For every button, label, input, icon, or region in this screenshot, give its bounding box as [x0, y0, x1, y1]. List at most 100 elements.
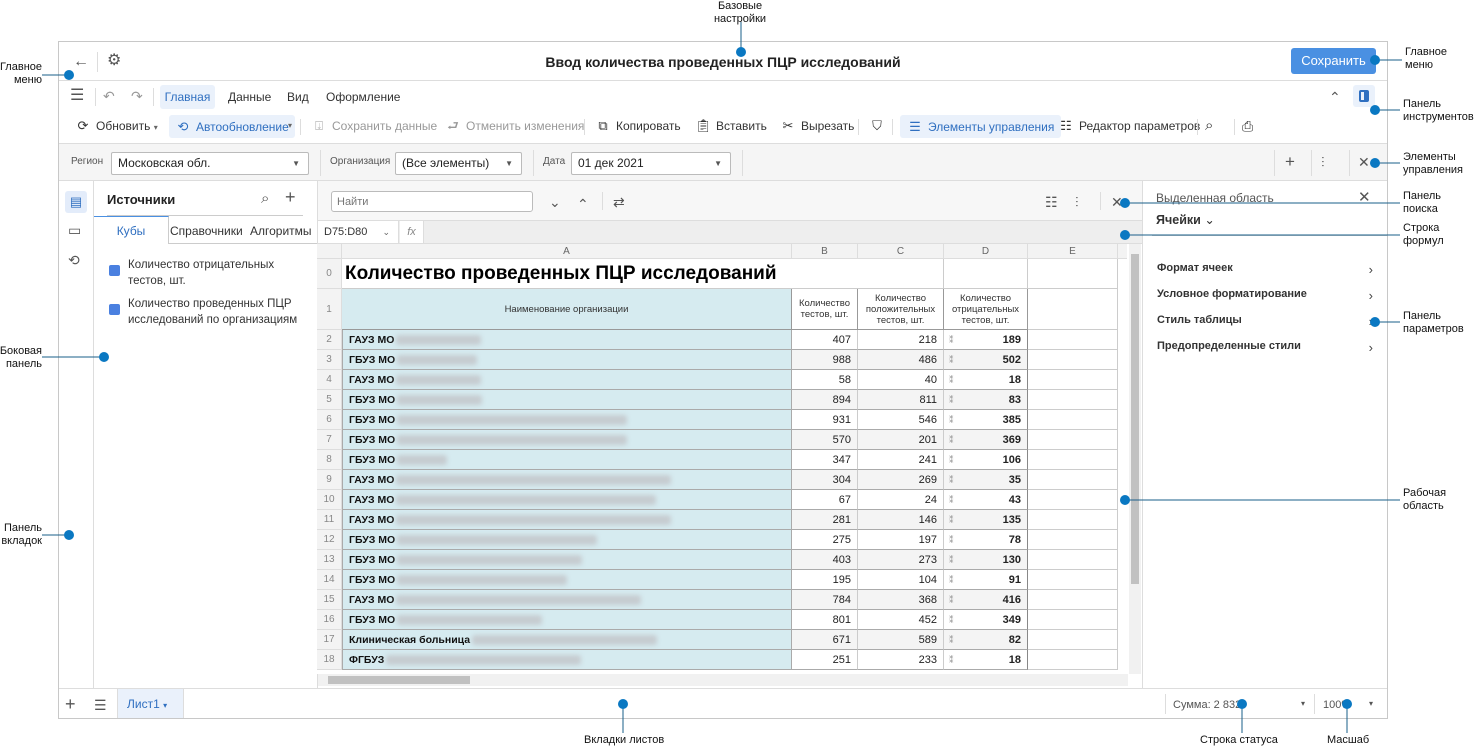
org-name-cell[interactable]: ГБУЗ МО — [342, 550, 792, 570]
value-cell-c[interactable]: 273 — [858, 550, 944, 570]
cell[interactable] — [944, 259, 1028, 289]
row-header[interactable]: 4 — [317, 370, 342, 390]
cell[interactable] — [858, 259, 944, 289]
sources-search-icon[interactable]: ⌕ — [261, 190, 270, 207]
params-section-dropdown[interactable]: Ячейки ⌄ — [1156, 213, 1215, 227]
value-cell-c[interactable]: 40 — [858, 370, 944, 390]
gear-icon[interactable]: ⚙ — [107, 52, 122, 69]
close-params-icon[interactable]: ✕ — [1358, 189, 1371, 206]
org-name-cell[interactable]: ГБУЗ МО — [342, 530, 792, 550]
row-header[interactable]: 7 — [317, 430, 342, 450]
org-name-cell[interactable]: ГАУЗ МО — [342, 590, 792, 610]
tab-data[interactable]: Данные — [228, 90, 272, 104]
copy-button[interactable]: ⧉ Копировать — [595, 111, 680, 141]
value-cell-c[interactable]: 104 — [858, 570, 944, 590]
row-header[interactable]: 11 — [317, 510, 342, 530]
param-item[interactable]: Формат ячеек › — [1143, 262, 1387, 282]
cell[interactable] — [1028, 570, 1118, 590]
panel-toggle-button[interactable] — [1353, 85, 1375, 107]
worksheet-grid[interactable]: A B C D E 0 1 2 3 4 5 6 7 8 9 10 11 12 13 14 15 16 17 18 Количес… — [317, 244, 1127, 674]
param-editor-button[interactable]: ☷ Редактор параметров — [1058, 111, 1200, 141]
row-header[interactable]: 8 — [317, 450, 342, 470]
value-cell-d[interactable]: ⁑ 18 — [944, 370, 1028, 390]
redo-icon[interactable]: ↷ — [131, 88, 143, 104]
row-header[interactable]: 12 — [317, 530, 342, 550]
row-header[interactable]: 13 — [317, 550, 342, 570]
value-cell-c[interactable]: 233 — [858, 650, 944, 670]
tab-home[interactable]: Главная — [160, 85, 215, 109]
table-header-cell[interactable]: Наименование организации — [342, 289, 792, 330]
org-name-cell[interactable]: ГБУЗ МО — [342, 410, 792, 430]
value-cell-d[interactable]: ⁑ 82 — [944, 630, 1028, 650]
date-select[interactable]: 01 дек 2021 ▼ — [571, 152, 731, 175]
settings-sliders-icon[interactable]: ⫶ — [1321, 154, 1325, 170]
status-sum[interactable]: Сумма: 2 832 ▾ — [1173, 699, 1305, 711]
org-select[interactable]: (Все элементы) ▼ — [395, 152, 522, 175]
row-header[interactable]: 5 — [317, 390, 342, 410]
org-name-cell[interactable]: ГАУЗ МО — [342, 370, 792, 390]
value-cell-b[interactable]: 801 — [792, 610, 858, 630]
sources-add-icon[interactable]: + — [285, 187, 296, 207]
tab-algorithms[interactable]: Алгоритмы — [250, 224, 312, 238]
column-header[interactable]: D — [944, 244, 1028, 259]
row-header[interactable]: 17 — [317, 630, 342, 650]
value-cell-c[interactable]: 269 — [858, 470, 944, 490]
row-header[interactable]: 3 — [317, 350, 342, 370]
controls-button[interactable]: ☰ Элементы управления — [900, 115, 1062, 138]
sheet-title[interactable]: Количество проведенных ПЦР исследований — [342, 259, 858, 289]
cell[interactable] — [1028, 430, 1118, 450]
tab-design[interactable]: Оформление — [326, 90, 401, 104]
param-item[interactable]: Условное форматирование › — [1143, 288, 1387, 308]
org-name-cell[interactable]: ГБУЗ МО — [342, 450, 792, 470]
column-header[interactable]: C — [858, 244, 944, 259]
scroll-thumb[interactable] — [1131, 254, 1139, 584]
value-cell-b[interactable]: 304 — [792, 470, 858, 490]
column-header[interactable]: A — [342, 244, 792, 259]
column-header[interactable]: B — [792, 244, 858, 259]
close-controls-icon[interactable]: ✕ — [1358, 154, 1370, 170]
refresh-button[interactable]: ⟳ Обновить ▾ — [75, 111, 158, 141]
value-cell-c[interactable]: 546 — [858, 410, 944, 430]
value-cell-d[interactable]: ⁑ 369 — [944, 430, 1028, 450]
cell[interactable] — [1028, 470, 1118, 490]
cube-item[interactable]: Количество проведенных ПЦР исследований … — [109, 296, 309, 328]
org-name-cell[interactable]: ГАУЗ МО — [342, 510, 792, 530]
value-cell-c[interactable]: 368 — [858, 590, 944, 610]
add-control-icon[interactable]: + — [1285, 152, 1295, 171]
value-cell-d[interactable]: ⁑ 135 — [944, 510, 1028, 530]
column-header[interactable] — [1118, 244, 1127, 259]
cell[interactable] — [1028, 350, 1118, 370]
autorefresh-dropdown[interactable]: ▾ — [288, 121, 293, 130]
value-cell-d[interactable]: ⁑ 43 — [944, 490, 1028, 510]
value-cell-c[interactable]: 811 — [858, 390, 944, 410]
org-name-cell[interactable]: ГБУЗ МО — [342, 570, 792, 590]
cell[interactable] — [1028, 259, 1118, 289]
cell[interactable] — [1028, 289, 1118, 330]
history-icon[interactable]: ⟲ — [68, 252, 80, 268]
table-header-cell[interactable]: Количество положительных тестов, шт. — [858, 289, 944, 330]
row-header[interactable]: 1 — [317, 289, 342, 330]
cell[interactable] — [1028, 590, 1118, 610]
row-header[interactable]: 10 — [317, 490, 342, 510]
select-all-corner[interactable] — [317, 244, 342, 259]
back-arrow-icon[interactable]: ← — [73, 53, 89, 70]
value-cell-d[interactable]: ⁑ 385 — [944, 410, 1028, 430]
cell[interactable] — [1028, 650, 1118, 670]
value-cell-c[interactable]: 201 — [858, 430, 944, 450]
value-cell-d[interactable]: ⁑ 106 — [944, 450, 1028, 470]
search-icon[interactable]: ⌕ — [1205, 117, 1214, 134]
column-header[interactable]: E — [1028, 244, 1118, 259]
filter-button[interactable]: ⛉ — [869, 111, 890, 141]
cell-ref[interactable]: D75:D80 ⌄ — [318, 221, 399, 243]
row-header[interactable]: 0 — [317, 259, 342, 289]
value-cell-b[interactable]: 281 — [792, 510, 858, 530]
value-cell-d[interactable]: ⁑ 416 — [944, 590, 1028, 610]
value-cell-c[interactable]: 241 — [858, 450, 944, 470]
cell[interactable] — [1028, 330, 1118, 350]
cell[interactable] — [1028, 370, 1118, 390]
print-icon[interactable]: ⎙ — [1242, 118, 1254, 134]
close-search-icon[interactable]: ✕ — [1111, 194, 1123, 210]
value-cell-c[interactable]: 218 — [858, 330, 944, 350]
region-select[interactable]: Московская обл. ▼ — [111, 152, 309, 175]
table-header-cell[interactable]: Количество тестов, шт. — [792, 289, 858, 330]
